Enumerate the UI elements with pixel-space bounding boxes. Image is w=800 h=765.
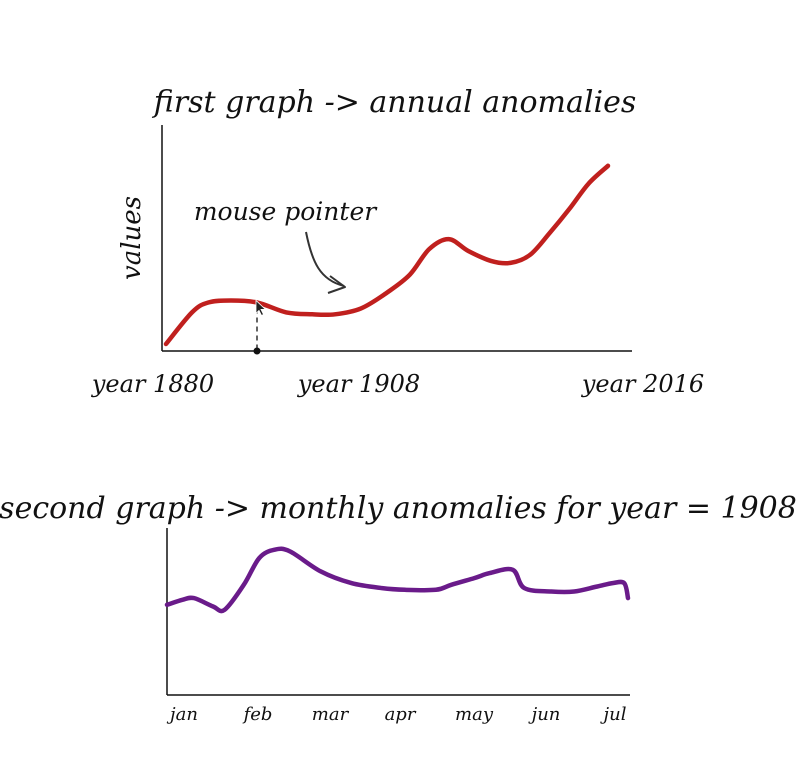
annual-chart-x-tick-label: year 1908	[297, 370, 420, 398]
hover-axis-marker	[253, 347, 261, 355]
monthly-chart-x-tick-label: apr	[385, 704, 417, 725]
monthly-chart-x-tick-label: feb	[242, 704, 273, 725]
monthly-chart-x-tick-label: may	[455, 704, 494, 725]
monthly-chart-x-tick-label: jan	[166, 704, 198, 725]
mouse-cursor-icon	[255, 299, 267, 316]
mouse-pointer-annotation-label: mouse pointer	[194, 197, 378, 226]
monthly-anomalies-series-line	[164, 546, 631, 614]
monthly-chart-x-tick-label: mar	[312, 704, 350, 725]
monthly-chart-title: second graph -> monthly anomalies for ye…	[0, 491, 797, 526]
monthly-anomalies-chart: second graph -> monthly anomalies for ye…	[0, 491, 797, 725]
annual-anomalies-series-line	[163, 163, 611, 347]
annual-anomalies-chart: first graph -> annual anomalies values y…	[91, 85, 704, 398]
annual-chart-y-axis-label: values	[117, 196, 147, 280]
annotation-arrowhead	[327, 275, 346, 294]
annual-chart-title: first graph -> annual anomalies	[152, 85, 636, 120]
monthly-chart-x-tick-label: jul	[600, 704, 627, 725]
annual-chart-x-tick-label: year 2016	[581, 370, 704, 398]
monthly-chart-x-tick-label: jun	[528, 704, 561, 725]
annotation-arrow	[305, 231, 345, 287]
annual-chart-x-tick-label: year 1880	[91, 370, 214, 398]
